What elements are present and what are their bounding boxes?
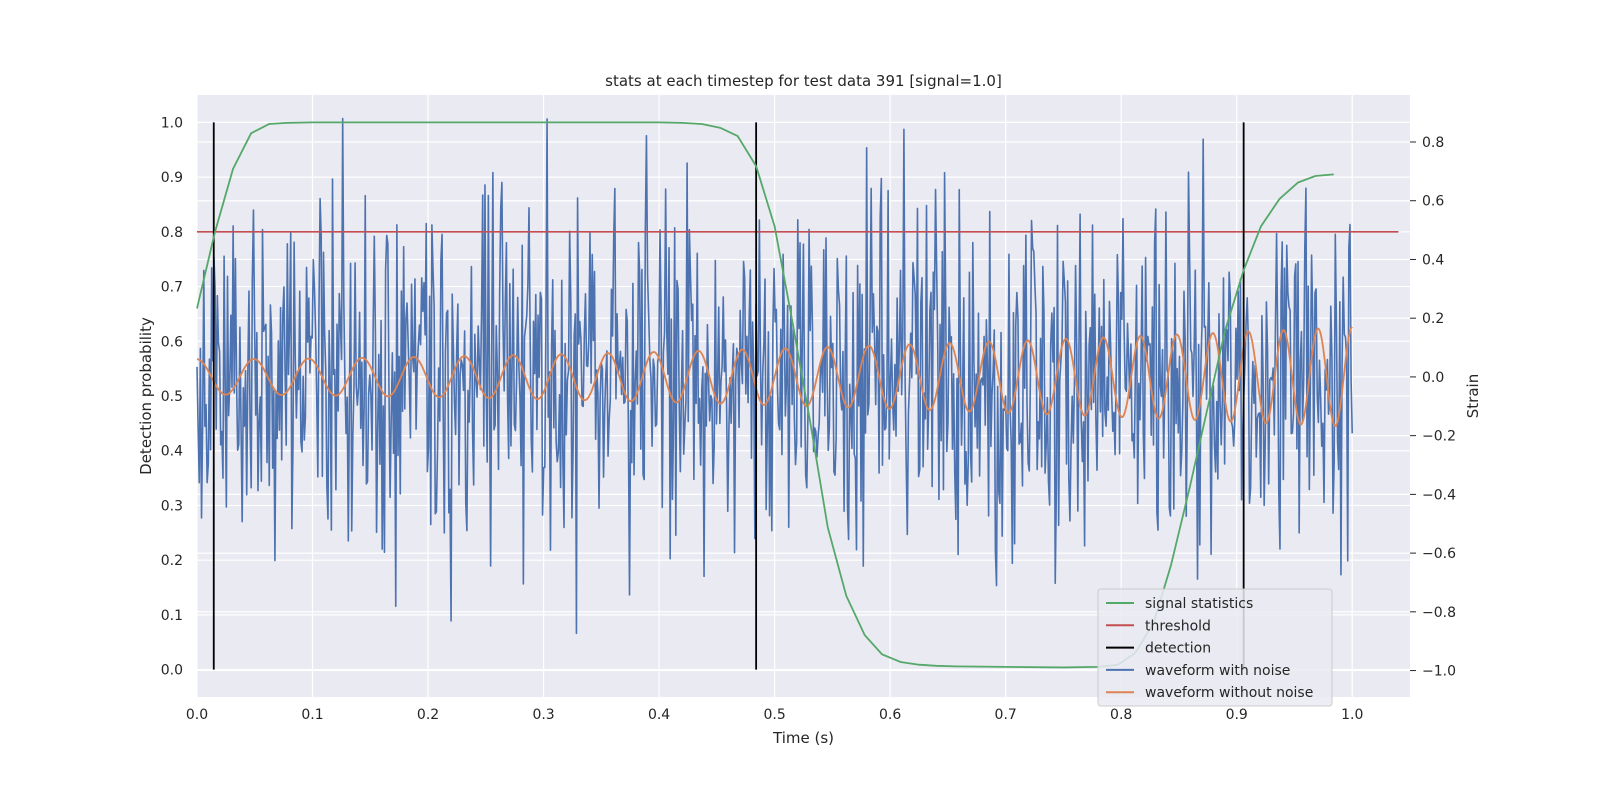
y-tick-label: 0.0 xyxy=(161,663,183,679)
left-y-axis: 0.0 0.1 0.2 0.3 0.4 0.5 0.6 0.7 0.8 0.9 1.0 xyxy=(161,115,183,678)
y-tick-label: 0.5 xyxy=(161,389,183,405)
series-waveform-with-noise xyxy=(196,117,1354,635)
y-tick-label: 0.6 xyxy=(161,334,183,350)
y-tick-label: 0.2 xyxy=(161,553,183,569)
y-axis-label: Detection probability xyxy=(137,317,155,475)
y-tick-label: 0.4 xyxy=(161,444,183,460)
x-tick-label: 0.6 xyxy=(879,707,901,723)
legend-label: signal statistics xyxy=(1145,596,1253,612)
y2-tick-label: 0.6 xyxy=(1422,194,1444,210)
legend-label: waveform without noise xyxy=(1145,685,1313,701)
series-signal-statistics xyxy=(196,121,1334,669)
y-tick-label: 0.1 xyxy=(161,608,183,624)
x-tick-label: 0.4 xyxy=(648,707,670,723)
y2-axis-label: Strain xyxy=(1464,374,1482,418)
legend-label: threshold xyxy=(1145,618,1211,634)
y-tick-label: 1.0 xyxy=(161,115,183,131)
x-tick-label: 0.7 xyxy=(995,707,1017,723)
legend-label: detection xyxy=(1145,641,1211,657)
y-tick-label: 0.3 xyxy=(161,498,183,514)
y2-tick-label: −0.8 xyxy=(1422,605,1456,621)
x-axis: 0.0 0.1 0.2 0.3 0.4 0.5 0.6 0.7 0.8 0.9 1.0 xyxy=(186,707,1364,723)
series-layer xyxy=(196,117,1399,670)
x-axis-label: Time (s) xyxy=(772,729,834,747)
series-waveform-without-noise xyxy=(196,326,1353,428)
x-tick-label: 0.9 xyxy=(1226,707,1248,723)
legend-box xyxy=(1097,588,1333,707)
legend-label: waveform with noise xyxy=(1145,663,1290,679)
y2-tick-label: −0.6 xyxy=(1422,546,1456,562)
x-tick-label: 0.0 xyxy=(186,707,208,723)
x-tick-label: 0.8 xyxy=(1110,707,1132,723)
y2-tick-label: 0.8 xyxy=(1422,135,1444,151)
y2-tick-label: −0.4 xyxy=(1422,487,1456,503)
right-y-axis: −1.0 −0.8 −0.6 −0.4 −0.2 0.0 0.2 0.4 0.6 0.8 xyxy=(1410,135,1456,680)
legend: signal statistics threshold detection wavef… xyxy=(1097,588,1333,707)
x-tick-label: 0.2 xyxy=(417,707,439,723)
y-tick-label: 0.7 xyxy=(161,280,183,296)
x-tick-label: 0.1 xyxy=(301,707,323,723)
y2-tick-label: 0.2 xyxy=(1422,311,1444,327)
y2-tick-label: −1.0 xyxy=(1422,664,1456,680)
x-tick-label: 0.5 xyxy=(763,707,785,723)
x-tick-label: 1.0 xyxy=(1341,707,1363,723)
y-tick-label: 0.9 xyxy=(161,170,183,186)
y2-tick-label: 0.0 xyxy=(1422,370,1444,386)
y-tick-label: 0.8 xyxy=(161,225,183,241)
y2-tick-label: −0.2 xyxy=(1422,429,1456,445)
y2-tick-label: 0.4 xyxy=(1422,252,1444,268)
chart-title: stats at each timestep for test data 391… xyxy=(605,72,1002,90)
x-tick-label: 0.3 xyxy=(532,707,554,723)
